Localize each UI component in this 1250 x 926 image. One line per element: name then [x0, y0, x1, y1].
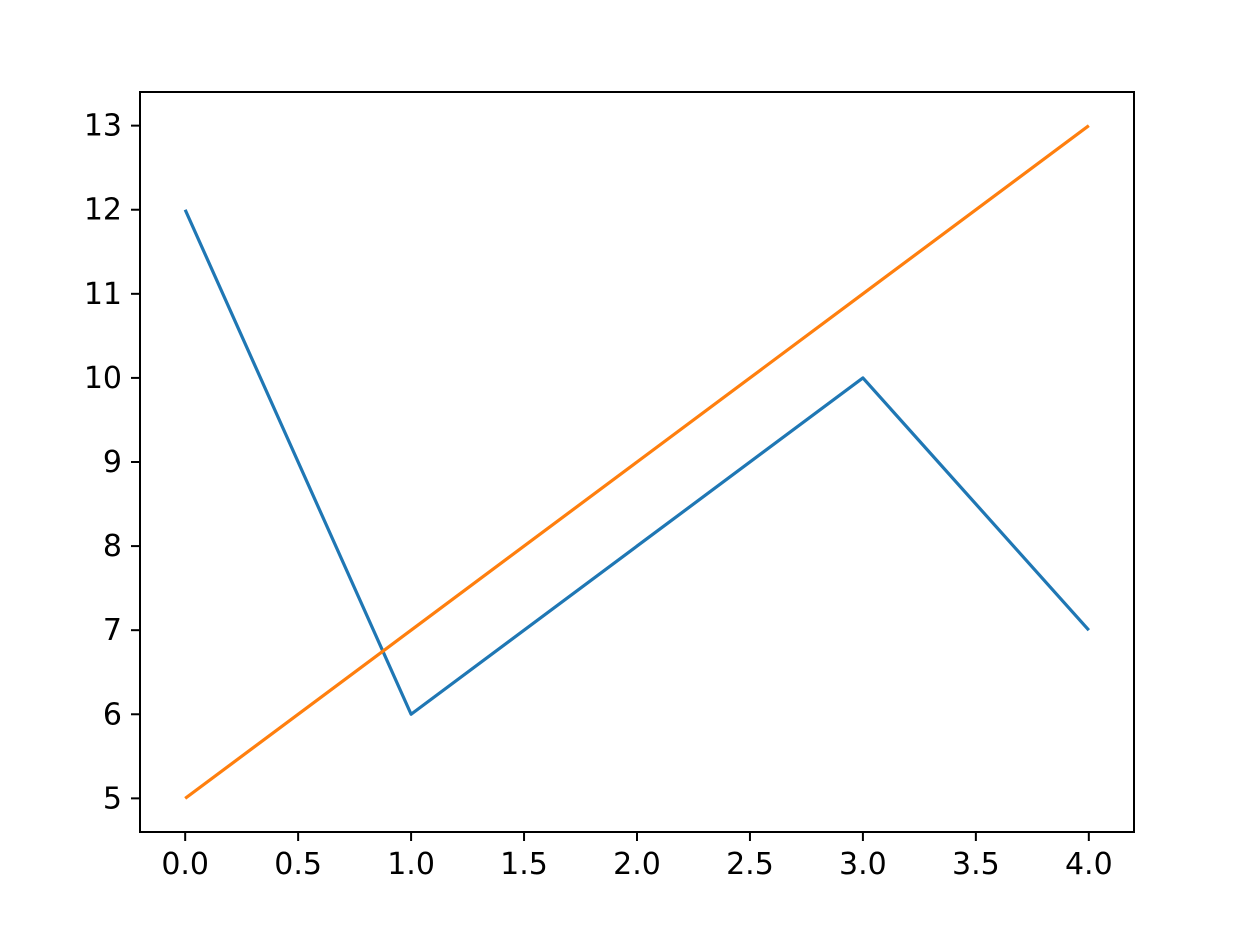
y-tick-label: 8 — [103, 529, 122, 564]
x-tick-label: 4.0 — [1065, 847, 1113, 882]
x-tick-label: 3.5 — [952, 847, 1000, 882]
y-tick-label: 11 — [84, 277, 122, 312]
x-tick-label: 1.0 — [387, 847, 435, 882]
y-tick-label: 6 — [103, 697, 122, 732]
x-tick-label: 3.0 — [839, 847, 887, 882]
y-tick-label: 5 — [103, 781, 122, 816]
x-tick-label: 0.0 — [161, 847, 209, 882]
orange-line — [184, 124, 1090, 800]
y-tick-label: 10 — [84, 361, 122, 396]
y-tick-label: 9 — [103, 445, 122, 480]
y-tick-label: 7 — [103, 613, 122, 648]
x-tick-label: 1.5 — [500, 847, 548, 882]
x-tick-label: 2.0 — [613, 847, 661, 882]
blue-line — [183, 209, 1091, 716]
x-tick-label: 2.5 — [726, 847, 774, 882]
x-tick-label: 0.5 — [274, 847, 322, 882]
y-tick-label: 13 — [84, 109, 122, 144]
y-tick-label: 12 — [84, 193, 122, 228]
